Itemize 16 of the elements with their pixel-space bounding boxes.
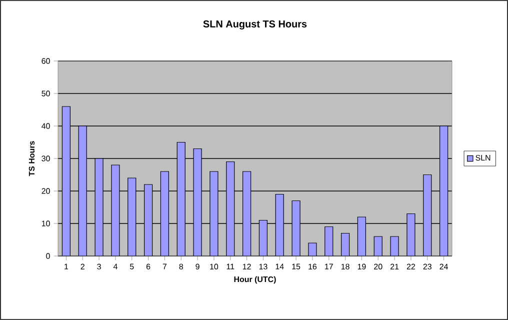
bar [62, 106, 71, 256]
bar [423, 174, 432, 256]
bar [275, 194, 284, 256]
bar [160, 171, 170, 256]
bar [226, 161, 235, 256]
chart-title: SLN August TS Hours [203, 20, 307, 30]
bar [144, 184, 153, 256]
bar [439, 126, 448, 256]
bar [78, 126, 87, 256]
bar [324, 226, 334, 256]
bar [128, 178, 136, 256]
bar [242, 171, 252, 256]
bar [340, 232, 350, 256]
bar [176, 142, 186, 256]
bar [258, 220, 268, 256]
bar [357, 216, 366, 256]
